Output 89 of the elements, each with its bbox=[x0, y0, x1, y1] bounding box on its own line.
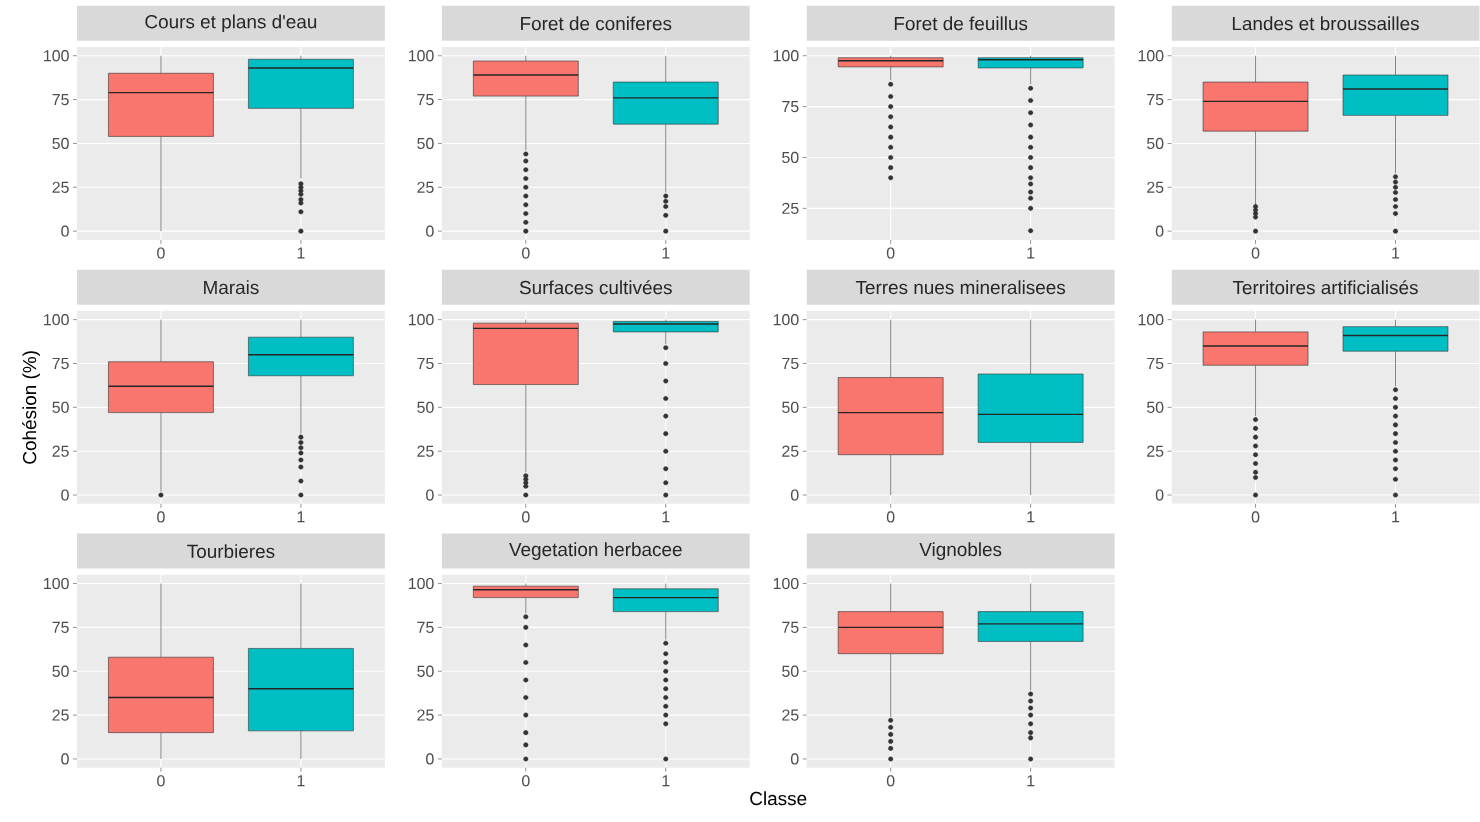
x-tick-label: 0 bbox=[886, 511, 895, 523]
y-tick-label: 100 bbox=[1138, 50, 1164, 62]
y-tick-label: 75 bbox=[52, 621, 69, 634]
y-tick-label: 0 bbox=[1155, 225, 1164, 237]
x-tick-label: 1 bbox=[1392, 247, 1400, 259]
y-tick-label: 0 bbox=[426, 753, 434, 765]
x-tick-label: 1 bbox=[297, 511, 305, 523]
y-tick-label: 0 bbox=[790, 489, 799, 501]
y-tick-label: 100 bbox=[773, 314, 799, 326]
y-tick-label: 100 bbox=[408, 314, 434, 326]
y-tick-label: 25 bbox=[417, 709, 434, 721]
x-tick-label: 1 bbox=[662, 511, 670, 523]
chart-title: Territoires artificialisés bbox=[1232, 280, 1418, 295]
chart-title: Foret de coniferes bbox=[521, 16, 672, 31]
y-tick-label: 50 bbox=[782, 152, 799, 164]
y-tick-label: 50 bbox=[417, 137, 434, 150]
y-tick-label: 75 bbox=[782, 621, 799, 634]
chart-title: Cours et plans d'eau bbox=[145, 14, 317, 33]
x-tick-label: 0 bbox=[1251, 247, 1260, 259]
x-tick-label: 1 bbox=[1027, 775, 1035, 787]
y-tick-label: 0 bbox=[790, 753, 799, 765]
y-tick-label: 25 bbox=[782, 709, 799, 721]
y-tick-label: 75 bbox=[52, 94, 69, 106]
y-tick-label: 75 bbox=[1147, 358, 1164, 370]
y-tick-label: 0 bbox=[61, 753, 69, 765]
y-tick-label: 100 bbox=[44, 578, 69, 590]
y-tick-label: 0 bbox=[1155, 489, 1164, 501]
y-tick-label: 0 bbox=[61, 489, 69, 501]
y-tick-label: 25 bbox=[52, 181, 69, 194]
y-tick-label: 25 bbox=[52, 709, 69, 721]
y-tick-label: 25 bbox=[1147, 445, 1164, 457]
y-tick-label: 75 bbox=[782, 101, 799, 113]
y-tick-label: 75 bbox=[417, 358, 434, 370]
x-tick-label: 0 bbox=[522, 247, 530, 259]
x-tick-label: 1 bbox=[297, 775, 305, 787]
x-tick-label: 1 bbox=[662, 247, 670, 259]
y-tick-label: 50 bbox=[1146, 401, 1164, 414]
y-tick-label: 100 bbox=[408, 50, 434, 62]
y-tick-label: 100 bbox=[44, 50, 69, 62]
y-tick-label: 25 bbox=[417, 445, 434, 457]
x-tick-label: 0 bbox=[157, 511, 165, 523]
y-tick-label: 100 bbox=[408, 578, 434, 590]
x-tick-label: 0 bbox=[1251, 511, 1260, 523]
y-tick-label: 75 bbox=[52, 358, 69, 370]
y-tick-label: 0 bbox=[61, 225, 69, 237]
y-tick-label: 50 bbox=[417, 401, 434, 414]
y-tick-label: 100 bbox=[773, 50, 799, 62]
x-tick-label: 0 bbox=[886, 775, 895, 787]
y-tick-label: 75 bbox=[417, 621, 434, 634]
y-tick-label: 25 bbox=[1147, 181, 1164, 194]
y-tick-label: 50 bbox=[1146, 137, 1164, 150]
y-tick-label: 25 bbox=[417, 181, 434, 194]
chart-title: Surfaces cultivées bbox=[519, 280, 672, 295]
chart-title: Landes et broussailles bbox=[1232, 16, 1419, 31]
y-tick-label: 0 bbox=[426, 489, 434, 501]
chart-title: Vignobles bbox=[919, 542, 1002, 561]
chart-title: Foret de feuillus bbox=[894, 16, 1028, 31]
x-tick-label: 0 bbox=[886, 247, 895, 259]
y-tick-label: 75 bbox=[417, 94, 434, 106]
chart-title: Marais bbox=[204, 280, 259, 295]
y-tick-label: 50 bbox=[782, 401, 799, 414]
y-tick-label: 25 bbox=[52, 445, 69, 457]
chart-title: Terres nues mineralisees bbox=[855, 280, 1066, 295]
y-tick-label: 50 bbox=[52, 401, 69, 414]
x-tick-label: 1 bbox=[1027, 511, 1035, 523]
chart-title: Tourbieres bbox=[187, 544, 275, 559]
y-tick-label: 0 bbox=[426, 225, 434, 237]
y-tick-label: 25 bbox=[782, 202, 799, 215]
x-tick-label: 0 bbox=[157, 775, 165, 787]
y-tick-label: 75 bbox=[1147, 94, 1164, 106]
y-tick-label: 50 bbox=[52, 665, 69, 678]
x-tick-label: 1 bbox=[297, 247, 305, 259]
y-tick-label: 100 bbox=[1138, 314, 1164, 326]
y-tick-label: 100 bbox=[44, 314, 69, 326]
y-tick-label: 50 bbox=[52, 137, 69, 150]
y-axis-title: Cohésion (%) bbox=[22, 351, 41, 464]
x-tick-label: 0 bbox=[522, 511, 530, 523]
y-tick-label: 50 bbox=[417, 665, 434, 678]
chart-title: Vegetation herbacee bbox=[509, 542, 682, 561]
y-tick-label: 100 bbox=[773, 578, 799, 590]
x-tick-label: 1 bbox=[1027, 247, 1035, 259]
x-axis-title: Classe bbox=[750, 791, 807, 806]
y-tick-label: 75 bbox=[782, 358, 799, 370]
x-tick-label: 0 bbox=[157, 247, 165, 259]
y-tick-label: 25 bbox=[782, 445, 799, 457]
y-tick-label: 50 bbox=[782, 665, 799, 678]
x-tick-label: 1 bbox=[662, 775, 670, 787]
x-tick-label: 1 bbox=[1392, 511, 1400, 523]
x-tick-label: 0 bbox=[522, 775, 530, 787]
